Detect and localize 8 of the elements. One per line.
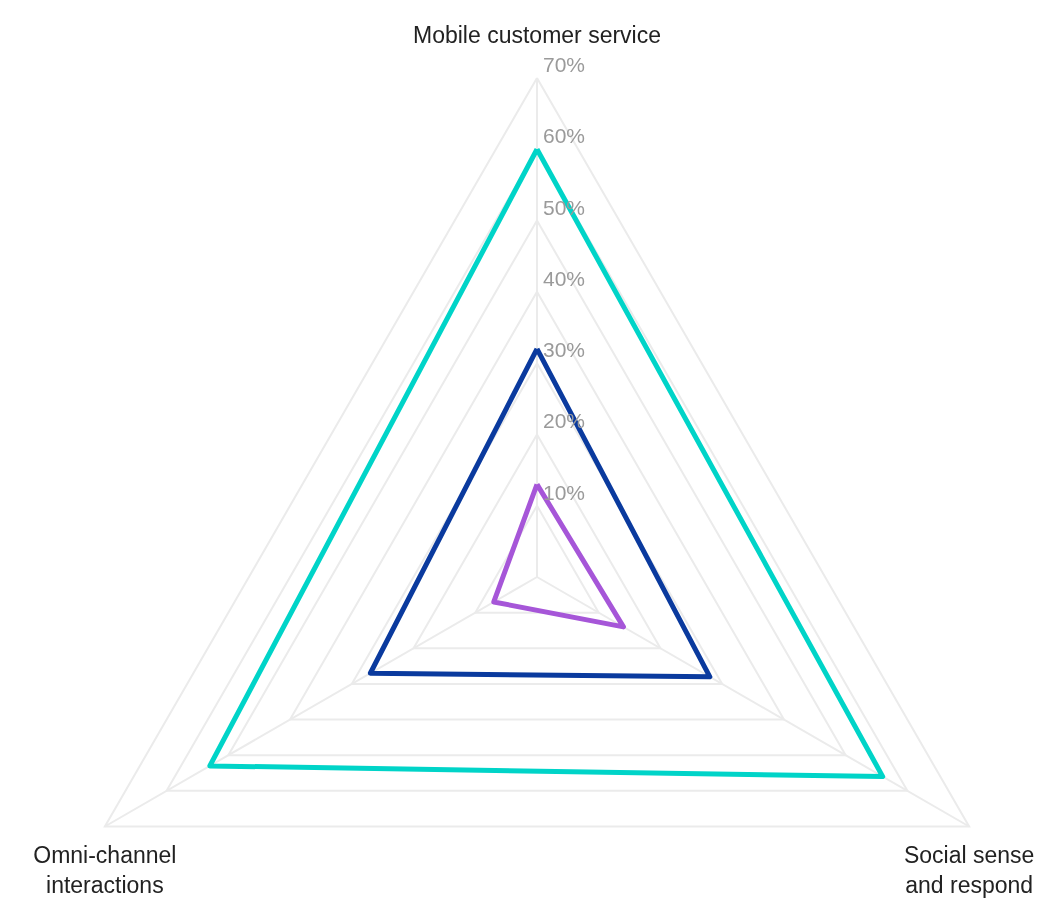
y-tick-label: 10% xyxy=(543,480,586,504)
spoke-label: Mobile customer service xyxy=(413,22,661,48)
y-tick-label: 30% xyxy=(543,338,586,362)
spoke-label: Social sense and respond xyxy=(903,841,1035,898)
y-tick-label: 60% xyxy=(543,124,586,148)
y-tick-label: 40% xyxy=(543,266,586,290)
y-tick-label: 70% xyxy=(543,53,586,76)
spoke-label: Omni-channel interactions xyxy=(33,841,177,898)
